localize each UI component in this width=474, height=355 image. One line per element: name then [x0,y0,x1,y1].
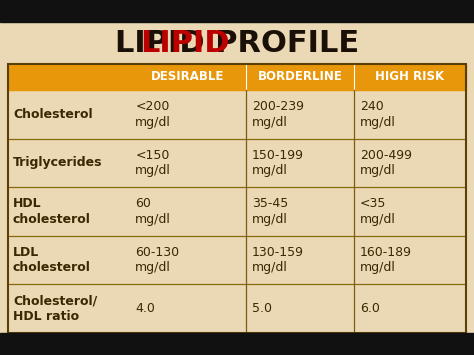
Text: LDL
cholesterol: LDL cholesterol [13,246,91,274]
Bar [8,64,466,90]
Text: HIGH RISK: HIGH RISK [375,71,445,83]
Text: 200-239
mg/dl: 200-239 mg/dl [252,100,304,129]
Text: 200-499
mg/dl: 200-499 mg/dl [360,149,412,177]
Text: 150-199
mg/dl: 150-199 mg/dl [252,149,304,177]
Text: 240
mg/dl: 240 mg/dl [360,100,396,129]
Text: <200
mg/dl: <200 mg/dl [136,100,171,129]
Text: Triglycerides: Triglycerides [13,157,102,169]
Text: DESIRABLE: DESIRABLE [151,71,225,83]
Text: 4.0: 4.0 [136,302,155,315]
Text: Cholesterol: Cholesterol [13,108,92,121]
Text: HDL
cholesterol: HDL cholesterol [13,197,91,226]
Text: BORDERLINE: BORDERLINE [257,71,342,83]
Text: 35-45
mg/dl: 35-45 mg/dl [252,197,288,226]
Bar [0,333,474,355]
Bar [0,0,474,22]
Text: LIPID PROFILE: LIPID PROFILE [115,28,359,58]
Text: <150
mg/dl: <150 mg/dl [136,149,171,177]
Text: 130-159
mg/dl: 130-159 mg/dl [252,246,304,274]
Text: 6.0: 6.0 [360,302,380,315]
Text: 5.0: 5.0 [252,302,272,315]
Text: 60
mg/dl: 60 mg/dl [136,197,171,226]
Text: 60-130
mg/dl: 60-130 mg/dl [136,246,180,274]
Bar [8,64,466,333]
Text: <35
mg/dl: <35 mg/dl [360,197,396,226]
Text: LIPID: LIPID [140,28,230,58]
Text: 160-189
mg/dl: 160-189 mg/dl [360,246,412,274]
Text: Cholesterol/
HDL ratio: Cholesterol/ HDL ratio [13,294,97,323]
